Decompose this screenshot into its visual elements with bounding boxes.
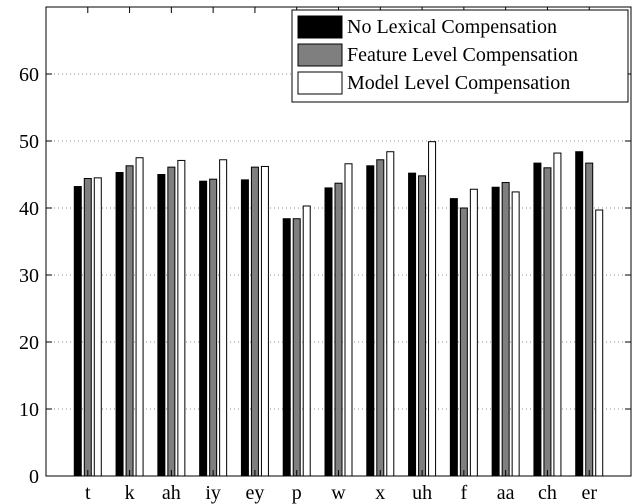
bar-iy-series-2: [209, 178, 218, 477]
bar-iy-series-1: [199, 180, 208, 477]
bar-er-series-3: [595, 209, 604, 477]
y-tick-label: 20: [19, 332, 39, 354]
bar-aa-series-2: [501, 182, 510, 477]
bar-uh-series-3: [428, 141, 437, 477]
y-tick-label: 0: [29, 466, 39, 488]
bar-w-series-1: [324, 187, 333, 477]
bar-aa-series-1: [491, 186, 500, 477]
x-tick-label: ey: [245, 482, 264, 504]
bar-p-series-1: [282, 218, 291, 477]
bar-ch-series-2: [543, 167, 552, 477]
x-tick-label: x: [375, 482, 385, 504]
x-tick-label: w: [331, 482, 346, 504]
x-tick-label: p: [292, 482, 302, 504]
y-tick-label: 30: [19, 265, 39, 287]
bar-uh-series-2: [418, 175, 427, 477]
bars: [73, 141, 604, 477]
bar-ah-series-3: [177, 159, 186, 477]
bar-iy-series-3: [219, 159, 228, 477]
bar-x-series-3: [386, 151, 395, 477]
x-axis: t k ah iy ey p w x uh f aa ch er: [85, 7, 597, 504]
x-tick-label: er: [581, 482, 597, 504]
bar-k-series-3: [135, 157, 144, 477]
bar-k-series-2: [125, 165, 134, 477]
x-tick-label: aa: [497, 482, 515, 504]
bar-p-series-2: [292, 218, 301, 477]
bar-ey-series-3: [260, 165, 269, 477]
bar-p-series-3: [302, 205, 311, 477]
bar-ch-series-1: [533, 162, 542, 477]
bar-t-series-2: [83, 178, 92, 477]
bar-f-series-1: [449, 198, 458, 477]
bar-ey-series-1: [240, 179, 249, 477]
legend-box: [291, 9, 629, 103]
bar-t-series-1: [73, 186, 82, 477]
x-tick-label: k: [125, 482, 135, 504]
bar-aa-series-3: [511, 191, 520, 477]
legend-label: Model Level Compensation: [347, 72, 570, 94]
bar-f-series-2: [459, 207, 468, 477]
bar-w-series-2: [334, 182, 343, 477]
bar-er-series-2: [585, 162, 594, 477]
x-tick-label: f: [461, 482, 468, 504]
bar-w-series-3: [344, 163, 353, 477]
bar-uh-series-1: [408, 172, 417, 477]
x-tick-label: ch: [538, 482, 557, 504]
bar-ah-series-1: [157, 174, 166, 477]
x-tick-label: ah: [162, 482, 181, 504]
legend: No Lexical Compensation Feature Level Com…: [291, 9, 629, 103]
legend-swatch: [297, 43, 343, 67]
legend-swatch: [297, 15, 343, 39]
bar-f-series-3: [469, 188, 478, 477]
x-tick-label: iy: [205, 482, 221, 504]
bar-t-series-3: [93, 177, 102, 477]
legend-swatch: [297, 71, 343, 95]
bar-k-series-1: [115, 171, 124, 477]
bar-ah-series-2: [167, 166, 176, 477]
legend-label: Feature Level Compensation: [347, 44, 578, 66]
x-tick-label: t: [85, 482, 91, 504]
bar-er-series-1: [575, 151, 584, 477]
bar-x-series-1: [366, 165, 375, 477]
y-axis: 0 10 20 30 40 50 60: [19, 64, 631, 488]
x-tick-label: uh: [412, 482, 432, 504]
y-tick-label: 60: [19, 64, 39, 86]
bar-ey-series-2: [250, 166, 259, 477]
bar-ch-series-3: [553, 152, 562, 477]
legend-label: No Lexical Compensation: [347, 16, 557, 38]
y-tick-label: 40: [19, 198, 39, 220]
bar-x-series-2: [376, 159, 385, 477]
y-tick-label: 50: [19, 131, 39, 153]
y-tick-label: 10: [19, 399, 39, 421]
